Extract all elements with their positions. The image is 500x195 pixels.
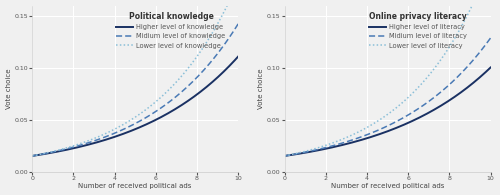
- Legend: Higher level of knowledge, Midium level of knowledge, Lower level of knowledge: Higher level of knowledge, Midium level …: [114, 9, 228, 51]
- Y-axis label: Vote choice: Vote choice: [6, 68, 12, 109]
- Legend: Higher level of literacy, Midium level of literacy, Lower level of literacy: Higher level of literacy, Midium level o…: [366, 9, 470, 51]
- X-axis label: Number of received political ads: Number of received political ads: [331, 183, 444, 190]
- Y-axis label: Vote choice: Vote choice: [258, 68, 264, 109]
- X-axis label: Number of received political ads: Number of received political ads: [78, 183, 192, 190]
